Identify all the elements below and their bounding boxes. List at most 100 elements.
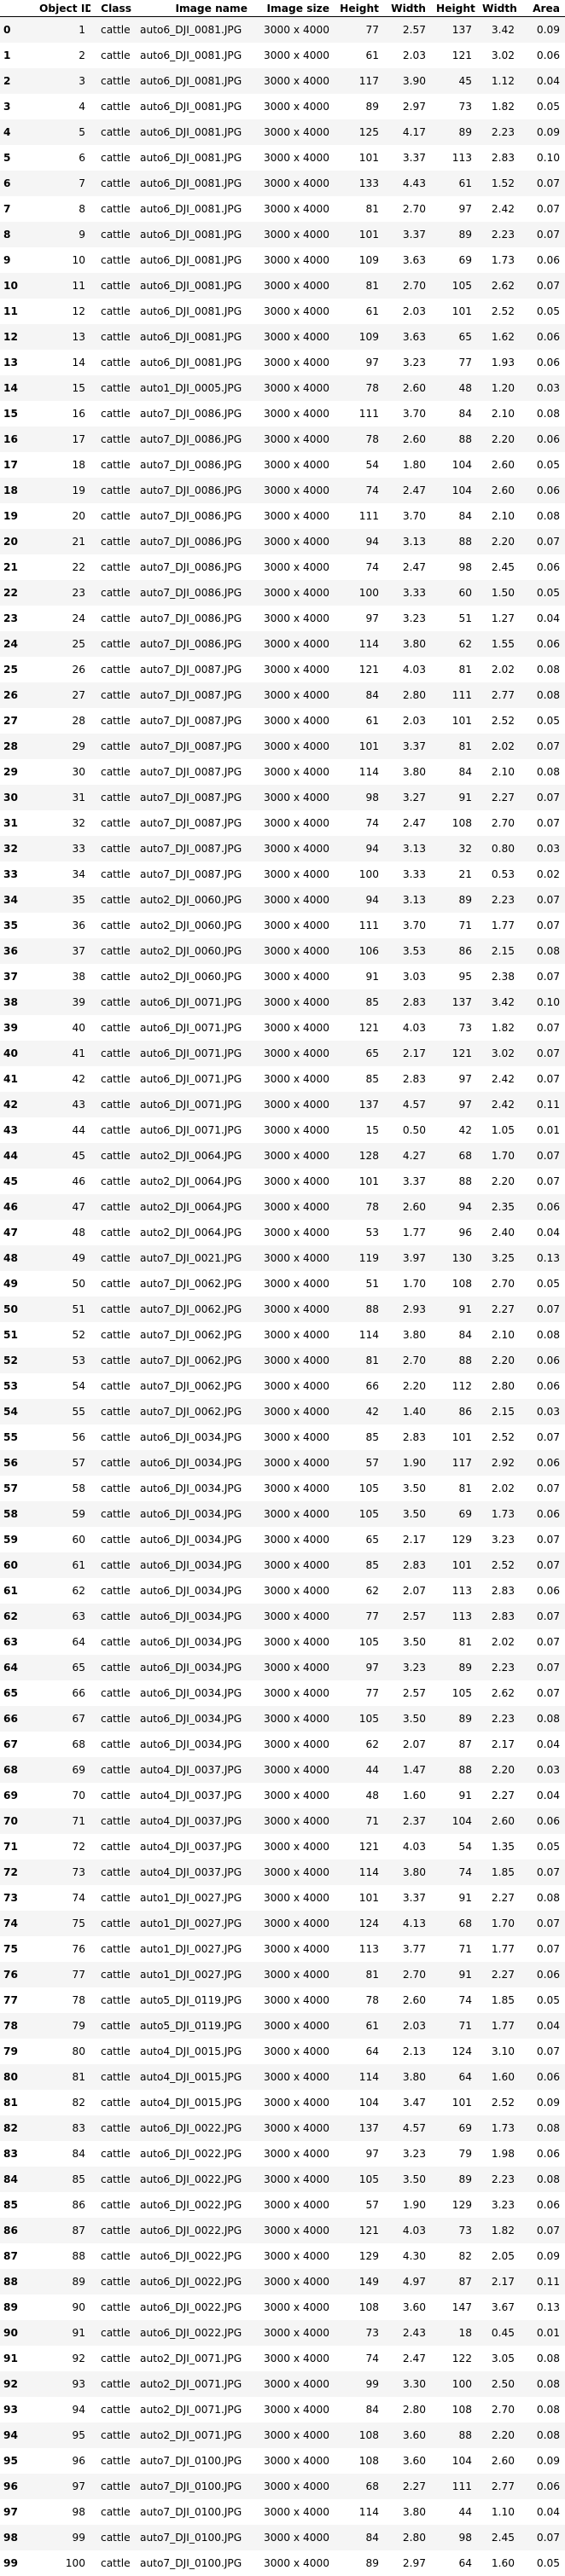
row-index: 38 <box>3 995 18 1008</box>
table-cell: 3000 x 4000 <box>264 637 329 650</box>
table-cell: auto7_DJI_0086.JPG <box>140 484 242 496</box>
row-index: 22 <box>3 586 18 599</box>
table-row: 69 70 cattle auto4_DJI_0037.JPG 3000 x 4000 4… <box>0 1783 565 1808</box>
table-cell: 2.15 <box>491 944 515 957</box>
table-cell: 3000 x 4000 <box>264 23 329 36</box>
table-cell: 2.20 <box>491 535 515 548</box>
table-cell: 1.10 <box>491 2505 515 2518</box>
table-cell: 3000 x 4000 <box>264 2352 329 2364</box>
table-cell: 2.80 <box>402 688 426 701</box>
table-cell: 49 <box>72 1251 85 1264</box>
table-cell: 73 <box>458 100 472 113</box>
table-cell: auto6_DJI_0081.JPG <box>140 202 242 215</box>
table-cell: 0.08 <box>536 2173 560 2185</box>
table-row: 48 49 cattle auto7_DJI_0021.JPG 3000 x 4000 1… <box>0 1244 565 1271</box>
table-cell: 1.77 <box>491 1942 515 1955</box>
table-row: 30 31 cattle auto7_DJI_0087.JPG 3000 x 4000 9… <box>0 784 565 810</box>
table-cell: 0.07 <box>536 1303 560 1315</box>
table-cell: auto6_DJI_0022.JPG <box>140 2173 242 2185</box>
table-cell: 112 <box>451 1379 472 1392</box>
table-cell: 105 <box>358 1507 379 1520</box>
table-row: 52 53 cattle auto7_DJI_0062.JPG 3000 x 4000 8… <box>0 1347 565 1373</box>
table-cell: 77 <box>365 23 379 36</box>
table-cell: cattle <box>101 407 131 420</box>
column-header: Class <box>90 0 137 17</box>
table-cell: 78 <box>72 1993 85 2006</box>
table-cell: 3000 x 4000 <box>264 586 329 599</box>
row-index: 96 <box>3 2480 18 2492</box>
table-cell: 0.06 <box>536 1507 560 1520</box>
table-cell: 0.06 <box>536 2070 560 2083</box>
table-row: 17 18 cattle auto7_DJI_0086.JPG 3000 x 4000 5… <box>0 452 565 478</box>
table-cell: 105 <box>358 2173 379 2185</box>
table-cell: 105 <box>451 1686 472 1699</box>
table-cell: 3000 x 4000 <box>264 330 329 343</box>
table-cell: 3000 x 4000 <box>264 1226 329 1239</box>
table-cell: 3000 x 4000 <box>264 1712 329 1725</box>
table-cell: 3000 x 4000 <box>264 2403 329 2416</box>
table-cell: 104 <box>451 458 472 471</box>
table-cell: 0.06 <box>536 484 560 496</box>
table-cell: 2.27 <box>491 1303 515 1315</box>
table-cell: auto6_DJI_0081.JPG <box>140 228 242 241</box>
table-cell: cattle <box>101 381 131 394</box>
table-cell: 3000 x 4000 <box>264 1865 329 1878</box>
row-index: 84 <box>3 2173 18 2185</box>
table-cell: 0.06 <box>536 1968 560 1981</box>
table-row: 92 93 cattle auto2_DJI_0071.JPG 3000 x 4000 9… <box>0 2370 565 2397</box>
table-cell: auto7_DJI_0086.JPG <box>140 612 242 624</box>
table-cell: 9 <box>79 228 85 241</box>
table-cell: 2 <box>79 49 85 61</box>
row-index: 9 <box>3 253 11 266</box>
table-cell: 2.23 <box>491 125 515 138</box>
row-index: 73 <box>3 1891 18 1904</box>
table-cell: 2.83 <box>491 1584 515 1597</box>
table-row: 84 85 cattle auto6_DJI_0022.JPG 3000 x 4000 1… <box>0 2166 565 2192</box>
table-cell: 3000 x 4000 <box>264 816 329 829</box>
table-cell: 114 <box>358 1865 379 1878</box>
table-cell: 3000 x 4000 <box>264 279 329 292</box>
table-cell: 87 <box>458 2275 472 2288</box>
table-cell: 95 <box>458 970 472 983</box>
table-cell: 47 <box>72 1200 85 1213</box>
table-cell: auto6_DJI_0034.JPG <box>140 1610 242 1622</box>
table-cell: 0.07 <box>536 1047 560 1059</box>
table-cell: auto1_DJI_0027.JPG <box>140 1942 242 1955</box>
table-cell: 0.07 <box>536 1430 560 1443</box>
table-cell: 64 <box>365 2045 379 2057</box>
table-cell: 2.70 <box>402 1968 426 1981</box>
table-row: 85 86 cattle auto6_DJI_0022.JPG 3000 x 4000 5… <box>0 2192 565 2218</box>
table-cell: 0.10 <box>536 151 560 164</box>
table-cell: 108 <box>358 2300 379 2313</box>
table-cell: 83 <box>72 2121 85 2134</box>
table-cell: auto6_DJI_0034.JPG <box>140 1661 242 1674</box>
table-cell: 121 <box>358 2224 379 2237</box>
table-cell: cattle <box>101 867 131 880</box>
row-index: 31 <box>3 816 18 829</box>
table-cell: auto6_DJI_0081.JPG <box>140 177 242 189</box>
table-row: 59 60 cattle auto6_DJI_0034.JPG 3000 x 4000 6… <box>0 1527 565 1552</box>
table-cell: 2.52 <box>491 2096 515 2109</box>
table-cell: 3000 x 4000 <box>264 1405 329 1418</box>
table-cell: 57 <box>365 1456 379 1469</box>
table-cell: cattle <box>101 560 131 573</box>
table-cell: 44 <box>458 2505 472 2518</box>
row-index: 33 <box>3 867 18 880</box>
table-cell: 65 <box>458 330 472 343</box>
table-row: 98 99 cattle auto7_DJI_0100.JPG 3000 x 4000 8… <box>0 2524 565 2550</box>
row-index: 10 <box>3 279 18 292</box>
table-cell: auto6_DJI_0081.JPG <box>140 151 242 164</box>
table-cell: auto6_DJI_0081.JPG <box>140 125 242 138</box>
table-cell: 3.37 <box>402 228 426 241</box>
table-cell: 3000 x 4000 <box>264 995 329 1008</box>
table-cell: 3.50 <box>402 1507 426 1520</box>
table-row: 38 39 cattle auto6_DJI_0071.JPG 3000 x 4000 8… <box>0 989 565 1015</box>
table-cell: cattle <box>101 1379 131 1392</box>
table-cell: 3000 x 4000 <box>264 125 329 138</box>
table-cell: cattle <box>101 74 131 87</box>
table-cell: 0.07 <box>536 2224 560 2237</box>
table-row: 0 1 cattle auto6_DJI_0081.JPG 3000 x 4000 77 2… <box>0 16 565 43</box>
table-row: 50 51 cattle auto7_DJI_0062.JPG 3000 x 4000 8… <box>0 1296 565 1322</box>
table-cell: 0.05 <box>536 1277 560 1290</box>
table-cell: 84 <box>458 509 472 522</box>
